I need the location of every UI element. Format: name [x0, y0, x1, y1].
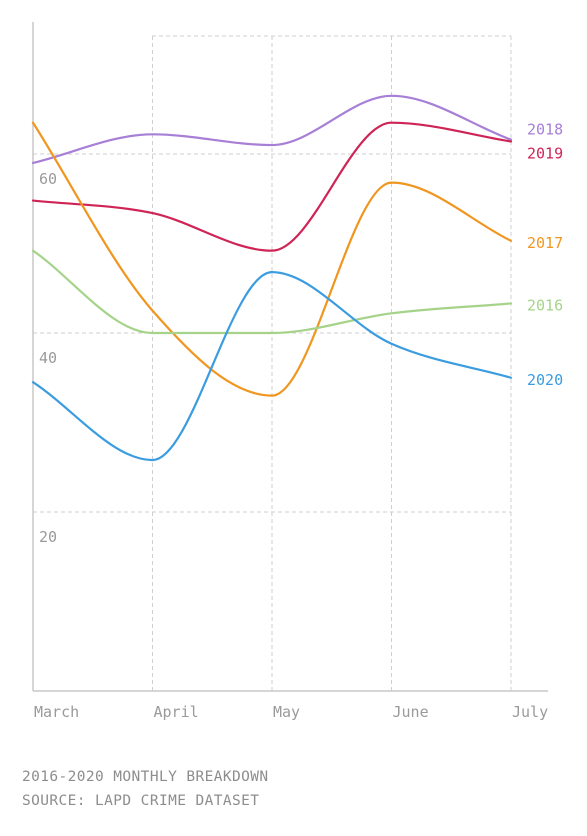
x-tick-label-may: May [273, 703, 300, 721]
y-tick-label: 60 [39, 170, 57, 188]
y-tick-label: 40 [39, 349, 57, 367]
series-line-2017 [31, 121, 513, 397]
grid [33, 35, 512, 691]
axes: 20 40 60 March April May June July [32, 22, 548, 721]
series-line-2018 [31, 94, 513, 165]
y-tick-label: 20 [39, 528, 57, 546]
x-tick-label-july: July [512, 703, 548, 721]
series-label-2019: 2019 [527, 144, 563, 162]
series-label-2017: 2017 [527, 234, 563, 252]
series-lines [31, 94, 513, 462]
series-line-2020 [31, 271, 513, 462]
series-label-2016: 2016 [527, 296, 563, 314]
series-labels: 2018 2019 2017 2016 2020 [527, 121, 563, 389]
series-line-2016 [31, 249, 513, 335]
series-label-2020: 2020 [527, 371, 563, 389]
series-line-2019 [31, 121, 513, 252]
footer-title: 2016-2020 MONTHLY BREAKDOWN [22, 769, 269, 785]
x-tick-label-march: March [34, 703, 79, 721]
series-label-2018: 2018 [527, 121, 563, 139]
x-tick-label-april: April [154, 703, 199, 721]
x-tick-label-june: June [393, 703, 429, 721]
footer-source: SOURCE: LAPD CRIME DATASET [22, 793, 260, 809]
